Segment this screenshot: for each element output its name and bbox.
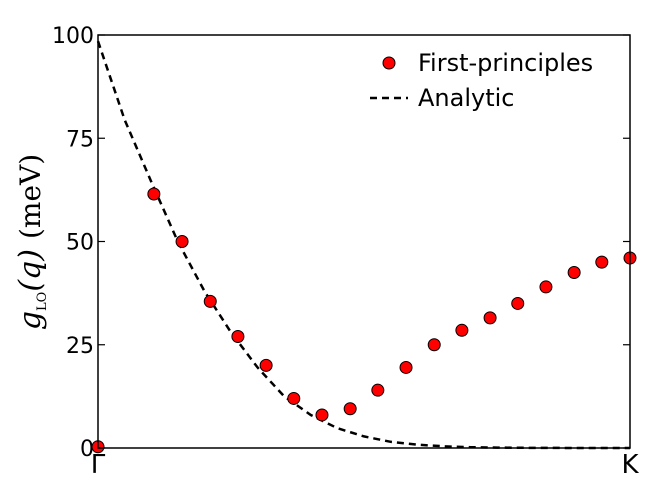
ticks-layer: 0 25 50 75 100 Γ K xyxy=(52,24,639,480)
y-axis-label-argument: (q) xyxy=(13,249,48,292)
data-point xyxy=(455,323,469,337)
data-point xyxy=(595,255,609,269)
data-point xyxy=(343,402,357,416)
data-point xyxy=(483,311,497,325)
data-point xyxy=(203,294,217,308)
y-tick-label: 100 xyxy=(52,24,94,49)
legend: First-principles Analytic xyxy=(370,49,593,112)
y-axis-label-subscript: LO xyxy=(35,292,50,311)
y-tick-label: 25 xyxy=(66,334,94,359)
legend-label-analytic: Analytic xyxy=(418,84,514,112)
y-tick-label: 0 xyxy=(80,437,94,462)
legend-label-first-principles: First-principles xyxy=(418,49,593,77)
data-point xyxy=(539,280,553,294)
x-tick-label: Γ xyxy=(91,450,106,480)
svg-text:gLO(q)(meV): gLO(q) (meV) xyxy=(13,154,50,330)
data-point xyxy=(427,338,441,352)
data-points-layer xyxy=(91,187,637,454)
x-tick-label: K xyxy=(621,450,639,480)
data-point xyxy=(175,235,189,248)
data-point xyxy=(315,408,329,422)
data-point xyxy=(259,358,273,372)
y-axis-label-symbol: g xyxy=(13,311,48,330)
data-point xyxy=(287,391,301,405)
y-axis-label: gLO(q) (meV) xyxy=(13,154,50,330)
data-point xyxy=(567,265,581,279)
data-point xyxy=(231,329,245,343)
data-point xyxy=(147,187,161,201)
y-tick-label: 50 xyxy=(66,231,94,256)
data-point xyxy=(399,360,413,374)
legend-marker-first-principles xyxy=(382,56,396,70)
y-tick-label: 75 xyxy=(66,127,94,152)
y-axis-label-unit: (meV) xyxy=(14,154,47,239)
data-point xyxy=(511,296,525,310)
data-point xyxy=(371,383,385,397)
